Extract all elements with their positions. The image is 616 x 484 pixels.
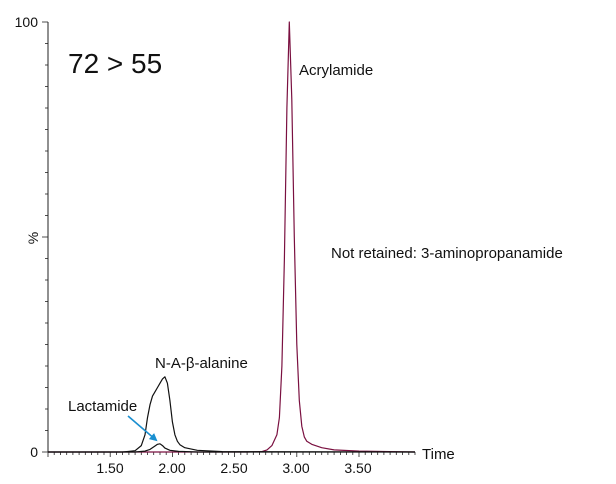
annotation-not-retained: Not retained: 3-aminopropanamide bbox=[331, 245, 563, 262]
annotation-lactamide: Lactamide bbox=[68, 398, 137, 415]
series-line-1 bbox=[48, 376, 416, 453]
lactamide-arrow bbox=[127, 415, 158, 442]
x-axis-label: Time bbox=[422, 446, 455, 463]
series-line-0 bbox=[48, 21, 416, 453]
chart-title: 72 > 55 bbox=[68, 48, 162, 79]
y-minor-ticks bbox=[42, 21, 48, 453]
x-minor-ticks bbox=[47, 452, 416, 457]
x-tick-label-2.00: 2.00 bbox=[158, 460, 185, 476]
annotation-n-a-beta-alanine: N-A-β-alanine bbox=[155, 355, 248, 372]
annotation-acrylamide: Acrylamide bbox=[299, 62, 373, 79]
x-tick-label-3.00: 3.00 bbox=[282, 460, 309, 476]
series-layer bbox=[48, 21, 416, 453]
y-tick-label-100: 100 bbox=[15, 14, 39, 30]
series-line-2 bbox=[48, 443, 415, 453]
x-tick-label-1.50: 1.50 bbox=[96, 460, 123, 476]
x-tick-label-2.50: 2.50 bbox=[220, 460, 247, 476]
x-tick-label-3.50: 3.50 bbox=[344, 460, 371, 476]
y-tick-label-0: 0 bbox=[30, 444, 38, 460]
y-axis-label: % bbox=[25, 232, 41, 244]
